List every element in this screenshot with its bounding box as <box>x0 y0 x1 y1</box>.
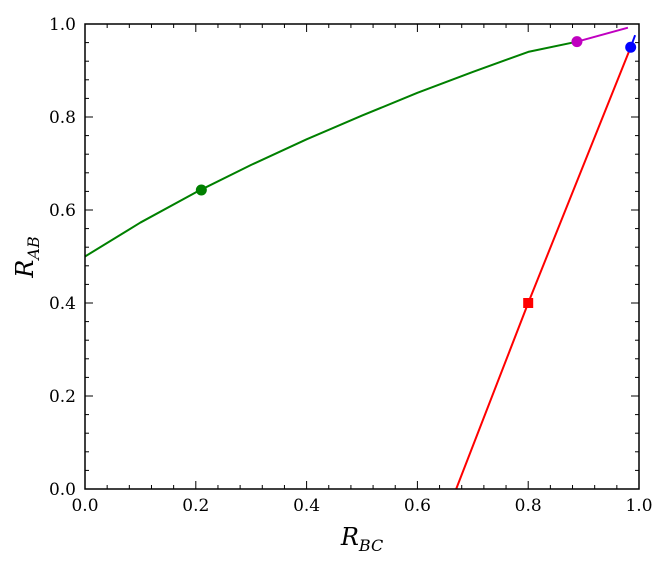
data-point-circle-0 <box>195 184 207 196</box>
plot-frame <box>84 23 640 490</box>
x-tick-label: 0.0 <box>71 496 98 516</box>
series-line-0 <box>84 40 578 258</box>
y-axis-label-sub: AB <box>24 236 43 262</box>
y-axis-label: RAB <box>11 236 43 279</box>
series-layer <box>84 26 637 490</box>
x-tick-label: 0.2 <box>182 496 209 516</box>
y-tick-label: 1.0 <box>49 15 76 35</box>
tick-layer: 0.0 0.2 0.4 0.6 0.8 1.0 0.0 0.2 0.4 0.6 0.8 1.0 <box>49 15 653 516</box>
series-line-1 <box>576 26 629 43</box>
x-tick-label: 1.0 <box>625 496 652 516</box>
y-tick-label: 0.6 <box>49 201 76 221</box>
x-tick-label: 0.6 <box>404 496 431 516</box>
y-tick-label: 0.2 <box>49 387 76 407</box>
data-point-square-3 <box>523 298 534 308</box>
x-axis-label-sub: BC <box>358 536 383 555</box>
marker-layer <box>195 36 637 308</box>
y-tick-label: 0.0 <box>49 480 76 500</box>
data-point-circle-2 <box>625 41 637 53</box>
y-tick-label: 0.8 <box>49 108 76 128</box>
y-tick-label: 0.4 <box>49 294 76 314</box>
x-axis-label-main: R <box>340 523 359 551</box>
x-tick-label: 0.4 <box>293 496 320 516</box>
data-point-circle-1 <box>571 36 583 48</box>
x-tick-label: 0.8 <box>515 496 542 516</box>
series-line-2 <box>455 46 632 490</box>
x-axis-label: RBC <box>340 523 383 555</box>
y-axis-label-main: R <box>11 260 39 279</box>
